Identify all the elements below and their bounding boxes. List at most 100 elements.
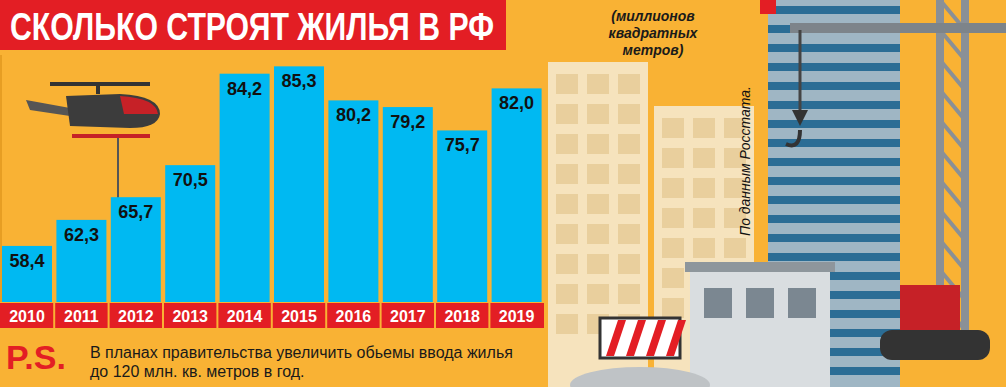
window [693, 208, 715, 228]
barricade-stripe [666, 320, 686, 356]
tower-stripe [768, 253, 900, 261]
window [618, 254, 640, 274]
window [662, 268, 684, 288]
data-label: 65,7 [118, 202, 153, 222]
source: По данным Росстата. [737, 86, 753, 236]
window [693, 118, 715, 138]
window [662, 178, 684, 198]
tower-stripe [768, 158, 900, 166]
y-axis [1, 55, 2, 302]
window [693, 238, 715, 258]
window [556, 134, 578, 154]
excavator-track [880, 330, 990, 360]
bar [56, 220, 106, 302]
x-tick-label: 2011 [64, 308, 99, 325]
crane-jib [790, 23, 1006, 33]
helicopter [26, 84, 160, 210]
x-tick-label: 2018 [444, 308, 480, 325]
barricade-stripe [646, 320, 666, 356]
window [662, 148, 684, 168]
crane-brace [940, 210, 965, 240]
excavator [900, 285, 960, 330]
year-separator [108, 303, 110, 328]
house [690, 268, 830, 387]
window [662, 238, 684, 258]
decoration [548, 0, 1006, 387]
bar [492, 88, 542, 302]
window [587, 194, 609, 214]
tower-stripe [768, 101, 900, 109]
window [587, 104, 609, 124]
year-separator [488, 303, 490, 328]
year-separator [216, 303, 218, 328]
bar [437, 130, 487, 302]
year-separator [271, 303, 273, 328]
window [693, 178, 715, 198]
bar [165, 165, 215, 302]
crane-brace [940, 240, 965, 270]
crane-brace [940, 90, 965, 120]
bar [2, 246, 52, 302]
tail [26, 100, 70, 116]
x-tick-label: 2010 [9, 308, 45, 325]
house-window [746, 288, 774, 318]
canvas: СКОЛЬКО СТРОЯТ ЖИЛЬЯ В РФ58,4201062,3201… [0, 0, 1006, 387]
x-tick-label: 2012 [118, 308, 154, 325]
x-tick-label: 2015 [281, 308, 317, 325]
crane-hook [786, 130, 800, 145]
window [587, 224, 609, 244]
subtitle: (миллионов квадратных метров) [578, 8, 728, 59]
year-band [0, 303, 544, 328]
window [618, 194, 640, 214]
data-label: 58,4 [9, 251, 44, 271]
data-label: 75,7 [445, 135, 480, 155]
skid [72, 134, 150, 138]
data-label: 80,2 [336, 105, 371, 125]
ps-label: P.S. [6, 338, 66, 377]
x-tick-label: 2019 [499, 308, 535, 325]
house-window [704, 288, 732, 318]
nose [120, 96, 158, 114]
window [618, 284, 640, 304]
bar [274, 66, 324, 302]
window [587, 134, 609, 154]
tower-stripe [768, 63, 900, 71]
bar [328, 100, 378, 302]
window [556, 314, 578, 334]
bars [2, 66, 542, 302]
bar [111, 197, 161, 302]
year-separator [434, 303, 436, 328]
house-window [788, 288, 816, 318]
window [556, 74, 578, 94]
house-roof [685, 262, 835, 272]
window [724, 238, 746, 258]
x-tick-label: 2017 [390, 308, 426, 325]
window [662, 208, 684, 228]
data-label: 82,0 [499, 93, 534, 113]
bar [383, 107, 433, 302]
data-label: 62,3 [64, 225, 99, 245]
window [556, 164, 578, 184]
window [587, 74, 609, 94]
window [587, 164, 609, 184]
building [548, 62, 648, 387]
title-band [0, 0, 506, 50]
crane-hook [792, 110, 808, 126]
tower-stripe [768, 82, 900, 90]
bar [220, 74, 270, 302]
tower-stripe [768, 215, 900, 223]
window [556, 254, 578, 274]
x-tick-label: 2014 [227, 308, 263, 325]
crane-brace [940, 30, 965, 60]
page: {"chart_data": {"type": "bar", "title": … [0, 0, 1006, 387]
tower-stripe [768, 196, 900, 204]
barricade-stripe [626, 320, 646, 356]
crane-cable [799, 30, 802, 110]
window [618, 164, 640, 184]
x-tick-label: 2013 [172, 308, 208, 325]
window [587, 254, 609, 274]
window [618, 74, 640, 94]
window [556, 224, 578, 244]
window [693, 148, 715, 168]
data-label: 84,2 [227, 79, 262, 99]
